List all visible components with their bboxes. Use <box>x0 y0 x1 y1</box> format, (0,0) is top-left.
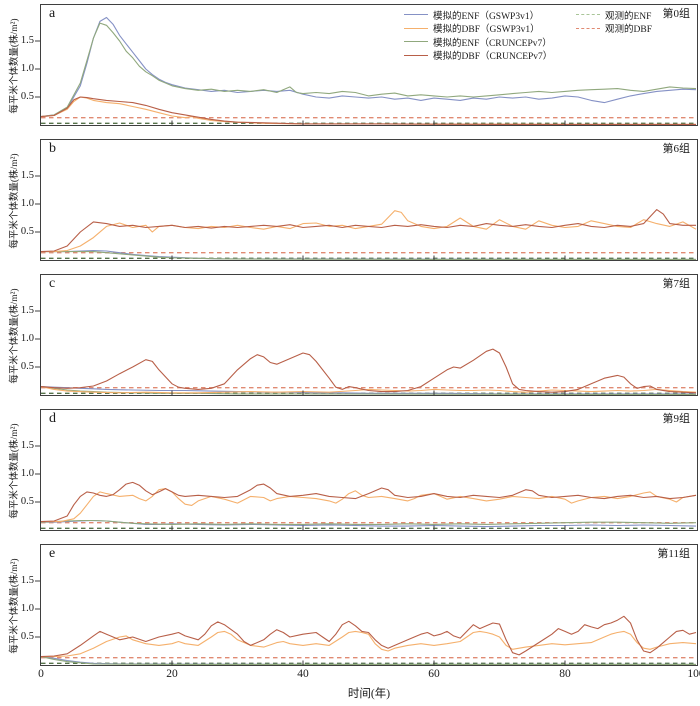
y-tick-label: 1.0 <box>20 468 34 479</box>
x-axis-tick-labels: 0 20 40 60 80 100 <box>0 668 700 682</box>
legend-line-swatch <box>404 27 428 29</box>
y-tick-label: 0.5 <box>20 361 34 372</box>
y-tick-label: 1.5 <box>20 35 34 46</box>
series-sim-enf-cruncep <box>40 22 697 118</box>
series-sim-dbf-cruncep <box>40 348 697 394</box>
panel-frame <box>40 139 698 261</box>
series-sim-enf-gswp3 <box>40 16 697 118</box>
legend-label: 观测的DBF <box>605 25 652 36</box>
x-tick-label: 100 <box>687 668 700 680</box>
panel-letter: d <box>49 411 56 426</box>
legend-simulated-column: 模拟的ENF（GSWP3v1） 模拟的DBF（GSWP3v1） 模拟的ENF（CRU… <box>404 8 552 62</box>
legend-label: 模拟的DBF（CRUNCEPv7） <box>433 52 553 63</box>
panel-letter: c <box>49 276 56 291</box>
legend-line-swatch <box>404 14 428 16</box>
x-axis-label: 时间(年) <box>347 688 391 700</box>
panel-frame <box>40 409 698 531</box>
legend-item-obs-enf: 观测的ENF <box>576 8 652 22</box>
series-sim-dbf-gswp3 <box>40 386 697 394</box>
y-tick-label: 1.0 <box>20 603 34 614</box>
panel-letter: b <box>49 141 56 156</box>
plot-e <box>35 544 698 666</box>
panel-b: 每平米个体数量(株/m²) 0.5 1.0 1.5 b 第6组 <box>10 139 698 263</box>
series-sim-enf-cruncep <box>41 251 696 260</box>
legend-label: 模拟的DBF（GSWP3v1） <box>433 25 540 36</box>
legend-line-swatch <box>404 41 428 43</box>
panel-a: 每平米个体数量(株/m²) 0.5 1.0 1.5 a 第0组 模拟的ENF（GSWP3v1… <box>10 4 698 128</box>
legend-item-sim-enf-gswp3: 模拟的ENF（GSWP3v1） <box>404 8 552 22</box>
series-sim-dbf-cruncep <box>40 615 697 658</box>
x-tick-label: 20 <box>166 668 178 680</box>
group-badge: 第9组 <box>662 413 691 425</box>
y-tick-label: 0.5 <box>20 91 34 102</box>
legend-line-swatch <box>404 54 428 56</box>
series-sim-dbf-gswp3 <box>41 630 697 658</box>
plot-a <box>35 4 698 126</box>
panel-e: 每平米个体数量(株/m²) 0.5 1.0 1.5 e 第11组 <box>10 544 698 668</box>
legend-observed-column: 观测的ENF 观测的DBF <box>576 8 652 35</box>
plot-c <box>35 274 698 396</box>
legend-item-sim-enf-cruncep: 模拟的ENF（CRUNCEPv7） <box>404 35 552 49</box>
legend-dashed-swatch <box>576 27 600 29</box>
x-tick-label: 80 <box>559 668 571 680</box>
group-badge: 第7组 <box>662 278 691 290</box>
y-tick-label: 0.5 <box>20 496 34 507</box>
series-sim-dbf-gswp3 <box>41 488 697 523</box>
y-tick-label: 1.5 <box>20 305 34 316</box>
x-tick-label: 60 <box>428 668 440 680</box>
series-sim-enf-cruncep <box>40 519 697 525</box>
panel-frame <box>40 4 698 126</box>
x-tick-label: 0 <box>38 668 44 680</box>
group-badge: 第0组 <box>662 8 691 20</box>
panel-frame <box>40 544 698 666</box>
panel-letter: e <box>49 546 56 561</box>
legend-item-sim-dbf-cruncep: 模拟的DBF（CRUNCEPv7） <box>404 49 553 63</box>
series-sim-dbf-cruncep <box>40 481 697 523</box>
y-tick-label: 0.5 <box>20 226 34 237</box>
y-tick-label: 1.5 <box>20 440 34 451</box>
legend-item-sim-dbf-gswp3: 模拟的DBF（GSWP3v1） <box>404 22 552 36</box>
series-sim-enf-cruncep <box>40 386 696 395</box>
panel-c: 每平米个体数量(株/m²) 0.5 1.0 1.5 c 第7组 <box>10 274 698 398</box>
legend-label: 模拟的ENF（CRUNCEPv7） <box>433 38 552 49</box>
y-tick-label: 0.5 <box>20 631 34 642</box>
series-sim-dbf-gswp3 <box>41 210 697 253</box>
plot-d <box>35 409 698 531</box>
panel-d: 每平米个体数量(株/m²) 0.5 1.0 1.5 d 第9组 <box>10 409 698 533</box>
legend-dashed-swatch <box>576 14 600 16</box>
panel-letter: a <box>49 6 56 21</box>
legend-item-obs-dbf: 观测的DBF <box>576 22 652 36</box>
y-tick-label: 1.5 <box>20 170 34 181</box>
y-tick-label: 1.0 <box>20 333 34 344</box>
panel-frame <box>40 274 698 396</box>
y-tick-label: 1.0 <box>20 198 34 209</box>
series-sim-dbf-cruncep <box>40 96 696 125</box>
y-tick-label: 1.0 <box>20 63 34 74</box>
series-sim-enf-cruncep <box>40 656 696 665</box>
x-tick-label: 40 <box>297 668 309 680</box>
plot-b <box>35 139 698 261</box>
group-badge: 第6组 <box>662 143 691 155</box>
legend-label: 模拟的ENF（GSWP3v1） <box>433 11 540 22</box>
series-sim-dbf-cruncep <box>40 209 696 253</box>
group-badge: 第11组 <box>657 548 690 560</box>
y-tick-label: 1.5 <box>20 575 34 586</box>
legend-label: 观测的ENF <box>605 11 652 22</box>
